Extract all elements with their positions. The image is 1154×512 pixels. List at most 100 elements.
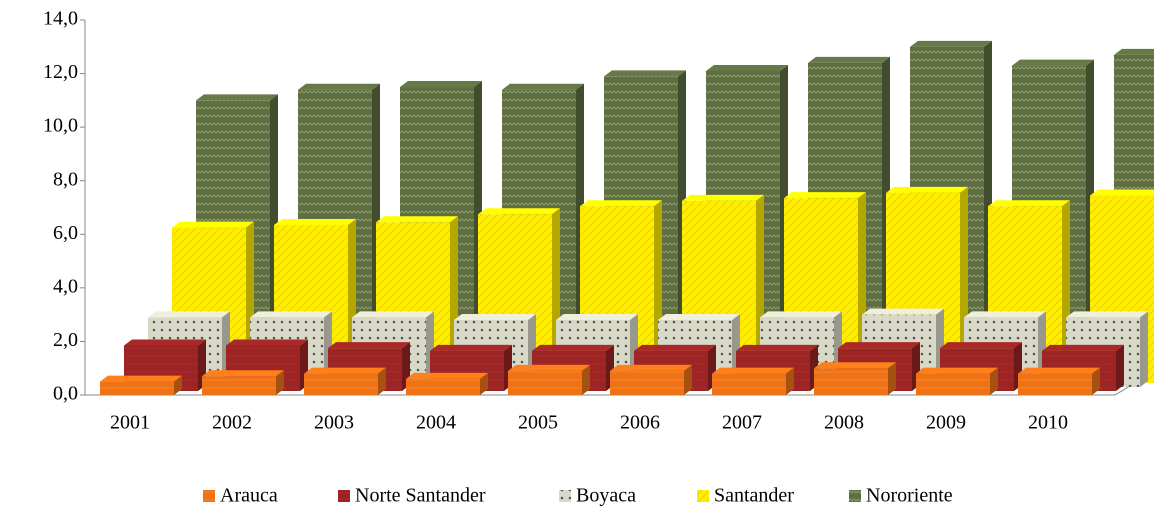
bar-top [736, 344, 818, 351]
bar-side [1092, 367, 1100, 395]
bar-top [634, 344, 716, 351]
bar-top [400, 81, 482, 88]
bar-top [784, 192, 866, 199]
bar-top [274, 218, 356, 225]
bar [610, 370, 684, 395]
bar-side [174, 375, 182, 395]
bar-side [786, 367, 794, 395]
bar-top [250, 311, 332, 318]
bar [712, 373, 786, 395]
legend-swatch [203, 490, 215, 502]
bar-top [682, 194, 764, 201]
bar-top [502, 83, 584, 90]
bar-top [988, 200, 1070, 207]
bar-top [226, 339, 308, 346]
bar-top [760, 311, 842, 318]
legend-label: Boyaca [576, 485, 636, 507]
x-tick-label: 2001 [110, 412, 150, 434]
bar-top [910, 40, 992, 47]
bar-top [148, 311, 230, 318]
legend-label: Norte Santander [355, 485, 486, 507]
bar-top [814, 362, 896, 369]
bar-side [276, 370, 284, 395]
bar-top [940, 342, 1022, 349]
bar-top [532, 344, 614, 351]
bar-side [378, 367, 386, 395]
legend-swatch [338, 490, 350, 502]
bar-top [964, 311, 1046, 318]
bar-top [808, 56, 890, 63]
bar-top [508, 364, 590, 371]
legend-label: Nororiente [866, 485, 953, 507]
x-tick-label: 2009 [926, 412, 966, 434]
x-tick-label: 2010 [1028, 412, 1068, 434]
bar-top [1090, 189, 1154, 196]
bar-top [862, 308, 944, 315]
bar-top [406, 372, 488, 379]
x-tick-label: 2004 [416, 412, 456, 434]
bar-top [1012, 59, 1094, 66]
bar-side [480, 372, 488, 395]
bar-side [582, 364, 590, 395]
y-tick-label: 6,0 [53, 222, 78, 244]
bar-top [916, 367, 998, 374]
bar-top [478, 208, 560, 215]
bar [1018, 373, 1092, 395]
x-tick-label: 2007 [722, 412, 762, 434]
y-tick-label: 2,0 [53, 329, 78, 351]
legend-label: Santander [714, 485, 794, 507]
y-tick-label: 14,0 [43, 8, 78, 30]
bar-top [706, 64, 788, 71]
x-tick-label: 2003 [314, 412, 354, 434]
bar-top [298, 83, 380, 90]
legend-swatch [697, 490, 709, 502]
bar-top [580, 200, 662, 207]
bar-top [604, 70, 686, 77]
bar-side [1116, 344, 1124, 391]
bar [406, 378, 480, 395]
bar-top [430, 344, 512, 351]
y-tick-label: 4,0 [53, 275, 78, 297]
bar [508, 370, 582, 395]
x-tick-label: 2005 [518, 412, 558, 434]
x-tick-label: 2006 [620, 412, 660, 434]
bar [814, 368, 888, 395]
bar-top [328, 342, 410, 349]
bar-top [556, 314, 638, 321]
y-tick-label: 8,0 [53, 168, 78, 190]
bar-top [610, 364, 692, 371]
legend-label: Arauca [220, 485, 278, 507]
bar-top [1066, 311, 1148, 318]
bar [100, 381, 174, 395]
x-tick-label: 2008 [824, 412, 864, 434]
bar-top [376, 216, 458, 223]
bar-side [990, 367, 998, 395]
bar-top [1018, 367, 1100, 374]
bar-top [124, 339, 206, 346]
bar [304, 373, 378, 395]
bar-top [838, 342, 920, 349]
bar-top [1042, 344, 1124, 351]
bar-top [1114, 48, 1154, 55]
bar-top [712, 367, 794, 374]
legend-swatch [559, 490, 571, 502]
bar-side [1140, 311, 1148, 387]
y-tick-label: 0,0 [53, 383, 78, 405]
bar-top [658, 314, 740, 321]
bar-top [304, 367, 386, 374]
bar [202, 376, 276, 395]
x-tick-label: 2002 [212, 412, 252, 434]
bar-side [888, 362, 896, 395]
bar-top [100, 375, 182, 382]
y-tick-label: 12,0 [43, 61, 78, 83]
bar-side [684, 364, 692, 395]
bar-top [886, 186, 968, 193]
bar-top [172, 221, 254, 228]
bar [916, 373, 990, 395]
y-tick-label: 10,0 [43, 115, 78, 137]
bar-top [202, 370, 284, 377]
legend-swatch [849, 490, 861, 502]
bar-top [454, 314, 536, 321]
bar-top [196, 94, 278, 101]
